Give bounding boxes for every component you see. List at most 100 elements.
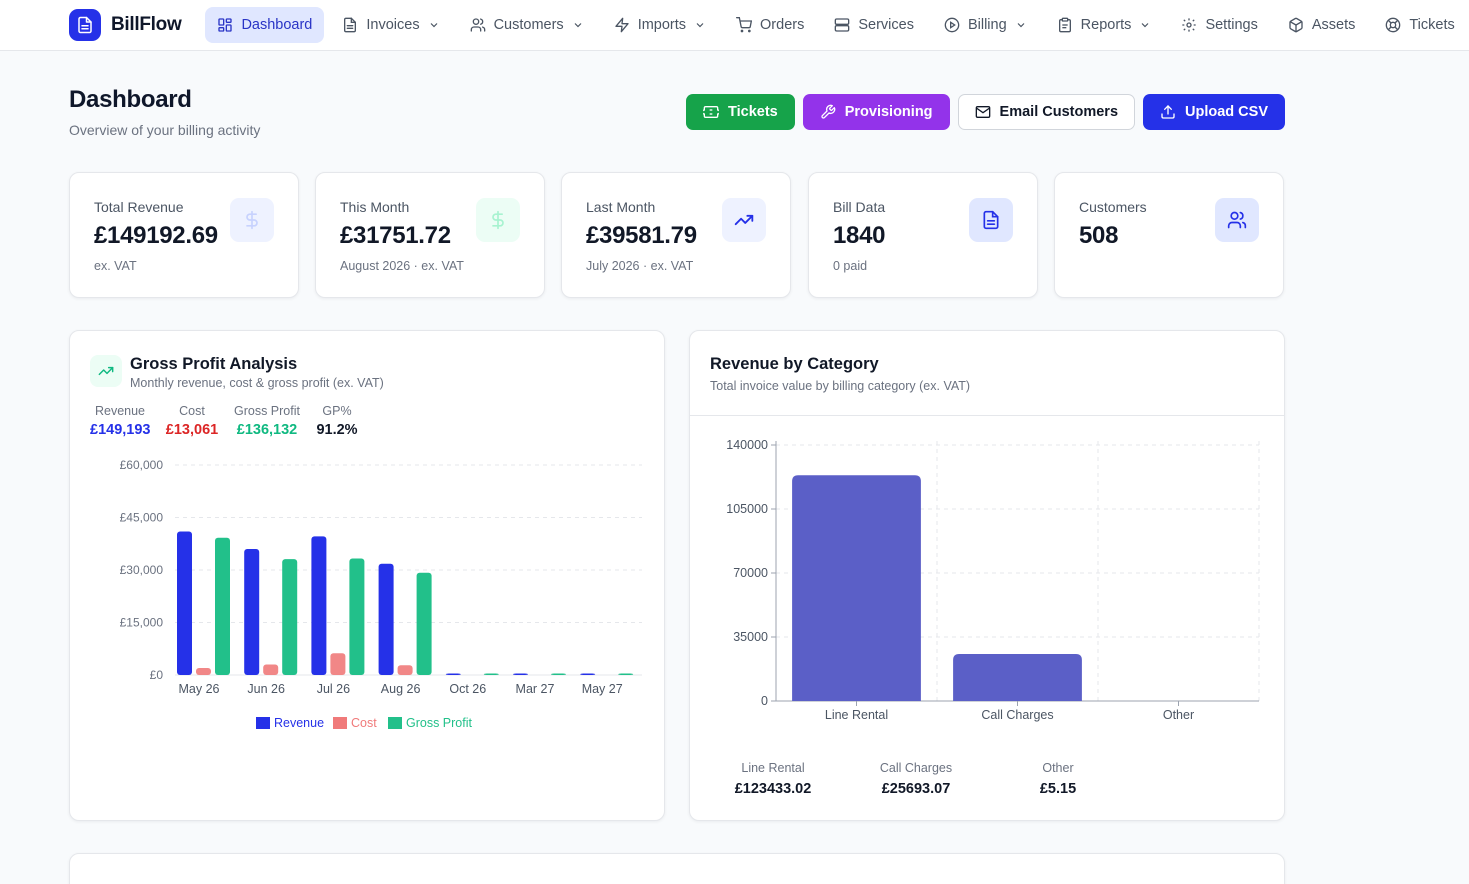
- y-tick-label: 70000: [733, 566, 768, 580]
- category-bar: [792, 475, 921, 701]
- chevron-down-icon: [430, 23, 438, 28]
- legend-label: Revenue: [274, 716, 324, 730]
- nav-services[interactable]: Services: [822, 7, 926, 43]
- nav-tickets[interactable]: Tickets: [1373, 7, 1466, 43]
- nav-settings-label: Settings: [1205, 17, 1258, 33]
- nav-orders-label: Orders: [760, 17, 805, 33]
- bar-gross-profit: [618, 673, 634, 675]
- nav-customers-label: Customers: [493, 17, 564, 33]
- pound-icon: [476, 198, 520, 242]
- stat-label: Total Revenue: [94, 199, 184, 215]
- bar-cost: [196, 668, 211, 675]
- gross-profit-subtitle: Monthly revenue, cost & gross profit (ex…: [130, 376, 384, 390]
- gross-profit-panel: Gross Profit Analysis Monthly revenue, c…: [69, 330, 665, 821]
- stat-label: This Month: [340, 199, 410, 215]
- bar-cost: [397, 665, 413, 675]
- bar-gross-profit: [551, 673, 566, 675]
- bar-revenue: [244, 549, 260, 675]
- category-summary-label: Line Rental: [741, 761, 805, 775]
- gp-metric-label: Gross Profit: [234, 404, 300, 418]
- nav-orders[interactable]: Orders: [724, 7, 816, 43]
- email-customers-button-label: Email Customers: [999, 104, 1119, 120]
- box-icon: [1289, 17, 1303, 33]
- x-tick-label: May 26: [179, 682, 220, 696]
- tickets-button-label: Tickets: [728, 104, 778, 120]
- nav-tickets-label: Tickets: [1409, 17, 1455, 33]
- revenue-by-category-panel: Revenue by Category Total invoice value …: [689, 330, 1285, 821]
- nav-reports[interactable]: Reports: [1045, 7, 1164, 43]
- y-tick-label: £30,000: [120, 563, 164, 577]
- app-name: BillFlow: [111, 14, 182, 35]
- category-chart: 0 35000 70000 105000 140000 Line Rental Call C…: [726, 438, 1260, 722]
- x-tick-label: Mar 27: [516, 682, 555, 696]
- brand[interactable]: BillFlow: [69, 9, 182, 41]
- legend-swatch: [333, 717, 347, 729]
- bar-gross-profit: [483, 673, 499, 675]
- nav-invoices[interactable]: Invoices: [330, 7, 451, 43]
- top-navigation: BillFlow Dashboard Invoices Customers Im…: [0, 0, 1469, 51]
- nav-dashboard-label: Dashboard: [241, 17, 313, 33]
- y-tick-label: 0: [761, 694, 768, 708]
- stat-label: Last Month: [586, 199, 656, 215]
- provisioning-button[interactable]: Provisioning: [802, 94, 950, 130]
- x-tick-label: Oct 26: [449, 682, 486, 696]
- legend-label: Cost: [351, 716, 377, 730]
- bar-revenue: [311, 536, 327, 675]
- gp-metric-value: £136,132: [236, 422, 298, 438]
- divider: [690, 415, 1284, 416]
- email-customers-button[interactable]: Email Customers: [957, 94, 1136, 130]
- cart-icon: [736, 17, 753, 33]
- nav-imports[interactable]: Imports: [602, 7, 718, 43]
- stat-card-bill-data: Bill Data 1840 0 paid: [808, 172, 1038, 298]
- bar-revenue: [378, 563, 394, 675]
- upload-icon: [1161, 105, 1175, 119]
- y-tick-label: £15,000: [120, 616, 164, 630]
- nav-dashboard[interactable]: Dashboard: [205, 7, 325, 43]
- category-summary-line-rental: Line Rental £123433.02: [713, 761, 833, 797]
- x-tick-label: Other: [1163, 708, 1194, 722]
- y-tick-label: £0: [150, 668, 164, 682]
- stat-value: 1840: [833, 222, 886, 249]
- nav-settings[interactable]: Settings: [1169, 7, 1269, 43]
- bar-cost: [263, 664, 279, 675]
- clipboard-icon: [1058, 17, 1071, 33]
- legend-label: Gross Profit: [406, 716, 473, 730]
- upload-csv-button[interactable]: Upload CSV: [1143, 94, 1285, 130]
- ticket-icon: [703, 106, 719, 118]
- stat-value: 508: [1079, 222, 1119, 249]
- header-actions: Tickets Provisioning Email Customers Upl…: [686, 94, 1285, 130]
- stat-note: 0 paid: [833, 259, 868, 273]
- gp-metric-value: £13,061: [165, 422, 219, 438]
- stat-card-total-revenue: Total Revenue £149192.69 ex. VAT: [69, 172, 299, 298]
- gp-metric-label: GP%: [322, 404, 352, 418]
- document-icon: [344, 17, 357, 33]
- legend-swatch: [256, 717, 270, 729]
- nav-billing[interactable]: Billing: [932, 7, 1039, 43]
- category-summary-value: £123433.02: [734, 781, 812, 797]
- bar-revenue: [580, 673, 596, 675]
- mail-icon: [975, 106, 990, 118]
- gp-metric-gp-percent: GP% 91.2%: [314, 404, 360, 438]
- x-tick-label: Call Charges: [981, 708, 1053, 722]
- pound-icon: [230, 198, 274, 242]
- gp-metric-label: Revenue: [94, 404, 146, 418]
- y-tick-label: £60,000: [120, 458, 164, 472]
- stat-card-customers: Customers 508: [1054, 172, 1284, 298]
- x-tick-label: Line Rental: [825, 708, 888, 722]
- nav-assets[interactable]: Assets: [1276, 7, 1368, 43]
- bolt-icon: [615, 17, 629, 33]
- gp-metric-value: £149,193: [90, 422, 151, 438]
- stat-card-this-month: This Month £31751.72 August 2026 · ex. V…: [315, 172, 545, 298]
- y-tick-label: £45,000: [120, 511, 164, 525]
- play-circle-icon: [944, 17, 960, 33]
- users-icon: [1215, 198, 1259, 242]
- category-summary-label: Call Charges: [879, 761, 953, 775]
- nav-customers[interactable]: Customers: [458, 7, 596, 43]
- category-summary-call-charges: Call Charges £25693.07: [856, 761, 976, 797]
- stat-note: August 2026 · ex. VAT: [340, 259, 464, 273]
- logo-icon: [69, 9, 101, 41]
- bar-gross-profit: [215, 537, 230, 675]
- stat-note: July 2026 · ex. VAT: [586, 259, 694, 273]
- y-tick-label: 35000: [733, 630, 768, 644]
- tickets-button[interactable]: Tickets: [686, 94, 795, 130]
